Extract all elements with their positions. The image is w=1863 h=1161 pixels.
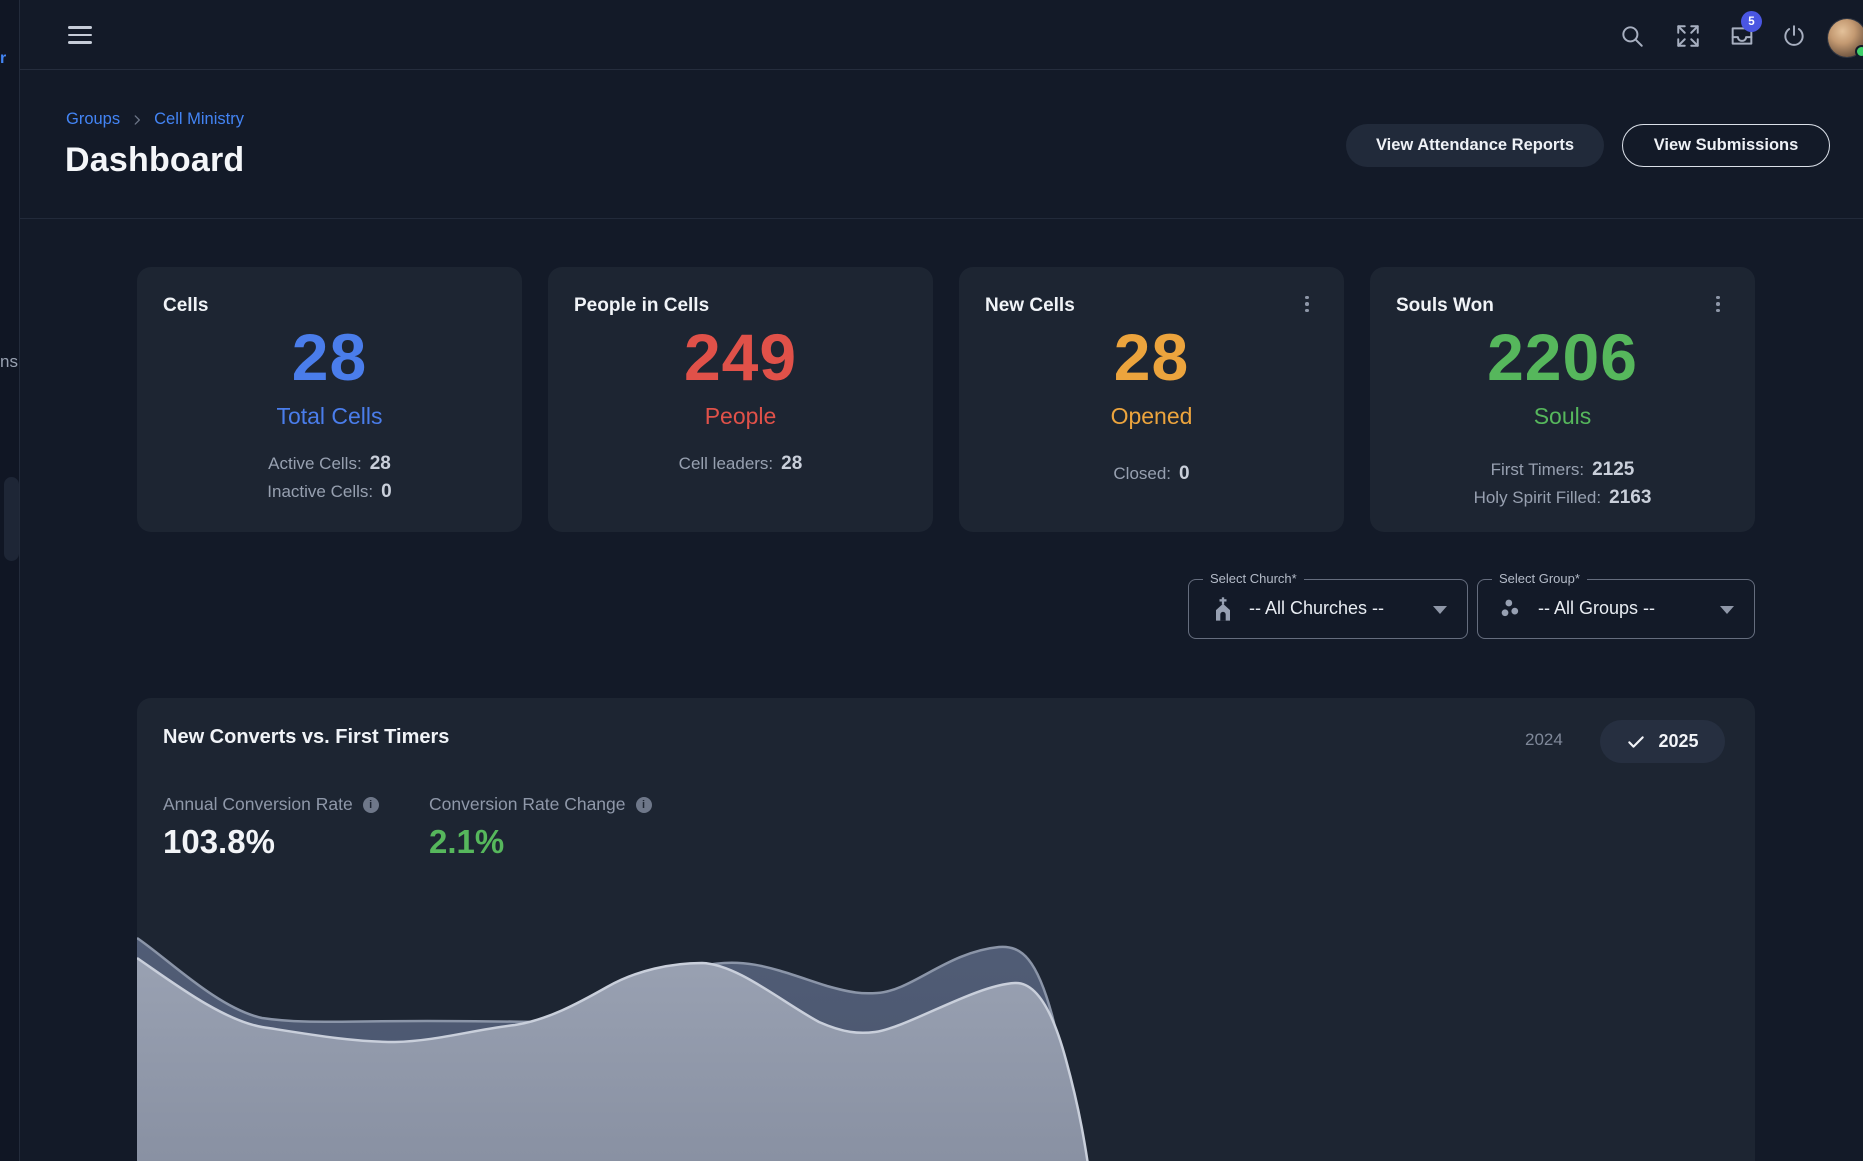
clipped-sidebar-text-fragment: ns bbox=[0, 352, 18, 371]
stat-label: Closed: bbox=[1113, 464, 1172, 483]
kebab-menu-icon[interactable] bbox=[1296, 291, 1318, 317]
metric-value: 103.8% bbox=[163, 823, 275, 860]
metric-annual-conversion-rate: Annual Conversion Rate i 103.8% bbox=[163, 794, 379, 861]
select-church-dropdown[interactable]: Select Church* -- All Churches -- bbox=[1188, 571, 1468, 639]
card-stats: First Timers: 2125 Holy Spirit Filled: 2… bbox=[1370, 459, 1755, 509]
search-icon[interactable] bbox=[1615, 19, 1649, 53]
stat-label: Inactive Cells: bbox=[267, 482, 374, 501]
group-dots-icon bbox=[1498, 596, 1526, 624]
card-stats: Active Cells: 28 Inactive Cells: 0 bbox=[137, 453, 522, 503]
view-attendance-reports-button[interactable]: View Attendance Reports bbox=[1346, 124, 1604, 167]
clipped-sidebar-link-fragment: r bbox=[0, 50, 7, 67]
chevron-down-icon bbox=[1720, 606, 1734, 614]
year-2025-toggle[interactable]: 2025 bbox=[1600, 720, 1725, 763]
breadcrumb-cell-ministry[interactable]: Cell Ministry bbox=[154, 110, 244, 128]
stat-card-cells: Cells 28 Total Cells Active Cells: 28 In… bbox=[137, 267, 522, 532]
card-title: Souls Won bbox=[1396, 295, 1494, 316]
card-stats: Closed: 0 bbox=[959, 463, 1344, 485]
breadcrumb-groups[interactable]: Groups bbox=[66, 110, 121, 128]
card-value: 28 bbox=[291, 320, 368, 394]
metric-label: Annual Conversion Rate bbox=[163, 794, 353, 814]
card-title: People in Cells bbox=[574, 295, 710, 316]
stat-line: Inactive Cells: 0 bbox=[137, 481, 522, 503]
card-title: Cells bbox=[163, 295, 209, 316]
chevron-right-icon bbox=[130, 113, 144, 127]
series-back-line bbox=[137, 936, 1080, 1161]
stat-line: First Timers: 2125 bbox=[1370, 459, 1755, 481]
fullscreen-icon[interactable] bbox=[1671, 19, 1705, 53]
select-group-value: -- All Groups -- bbox=[1538, 598, 1656, 618]
menu-toggle-button[interactable] bbox=[68, 20, 98, 50]
stat-label: Active Cells: bbox=[268, 454, 362, 473]
stat-value: 28 bbox=[369, 453, 391, 474]
card-value-label: Souls bbox=[1533, 403, 1592, 429]
top-bar: 5 bbox=[20, 0, 1863, 70]
card-value: 2206 bbox=[1487, 320, 1638, 394]
page-title: Dashboard bbox=[65, 141, 245, 179]
year-2025-label: 2025 bbox=[1658, 731, 1699, 751]
info-icon[interactable]: i bbox=[362, 796, 379, 813]
church-icon bbox=[1209, 595, 1237, 623]
kebab-menu-icon[interactable] bbox=[1707, 291, 1729, 317]
series-front-fill bbox=[137, 958, 1088, 1161]
card-value-label: People bbox=[704, 403, 777, 429]
card-value-label: Total Cells bbox=[276, 403, 383, 429]
stat-label: First Timers: bbox=[1490, 460, 1585, 479]
stat-value: 0 bbox=[1179, 463, 1190, 484]
stat-value: 2163 bbox=[1609, 487, 1652, 508]
metric-conversion-rate-change: Conversion Rate Change i 2.1% bbox=[429, 794, 652, 861]
metric-value: 2.1% bbox=[429, 823, 505, 860]
chevron-down-icon bbox=[1433, 606, 1447, 614]
card-title: New Cells bbox=[985, 295, 1075, 316]
area-chart[interactable] bbox=[137, 930, 1755, 1161]
stat-label: Cell leaders: bbox=[678, 454, 774, 473]
select-church-label: Select Church* bbox=[1203, 571, 1304, 586]
stat-line: Holy Spirit Filled: 2163 bbox=[1370, 487, 1755, 509]
stat-label: Holy Spirit Filled: bbox=[1473, 488, 1602, 507]
breadcrumb: Groups Cell Ministry bbox=[66, 110, 244, 129]
stat-line: Cell leaders: 28 bbox=[548, 453, 933, 475]
metric-label: Conversion Rate Change bbox=[429, 794, 626, 814]
online-status-dot bbox=[1855, 45, 1863, 58]
chart-title: New Converts vs. First Timers bbox=[163, 726, 450, 748]
inbox-badge: 5 bbox=[1741, 11, 1762, 32]
chart-card: New Converts vs. First Timers 2024 2025 … bbox=[137, 698, 1755, 1161]
stat-card-souls-won: Souls Won 2206 Souls First Timers: 2125 … bbox=[1370, 267, 1755, 532]
stat-card-people-in-cells: People in Cells 249 People Cell leaders:… bbox=[548, 267, 933, 532]
clipped-sidebar: r ns bbox=[0, 0, 20, 1161]
select-group-label: Select Group* bbox=[1492, 571, 1587, 586]
page-header: Groups Cell Ministry Dashboard View Atte… bbox=[20, 71, 1863, 219]
stat-card-new-cells: New Cells 28 Opened Closed: 0 bbox=[959, 267, 1344, 532]
card-value: 249 bbox=[683, 320, 798, 394]
user-avatar[interactable] bbox=[1828, 19, 1863, 58]
stat-value: 2125 bbox=[1592, 459, 1635, 480]
power-icon[interactable] bbox=[1777, 19, 1811, 53]
clipped-sidebar-active-item[interactable] bbox=[4, 477, 19, 561]
select-group-dropdown[interactable]: Select Group* -- All Groups -- bbox=[1477, 571, 1755, 639]
stat-value: 0 bbox=[381, 481, 392, 502]
card-value: 28 bbox=[1113, 320, 1190, 394]
card-value-label: Opened bbox=[1110, 403, 1193, 429]
select-church-value: -- All Churches -- bbox=[1249, 598, 1385, 618]
stat-line: Active Cells: 28 bbox=[137, 453, 522, 475]
series-front-line bbox=[137, 956, 1089, 1161]
info-icon[interactable]: i bbox=[635, 796, 652, 813]
view-submissions-button[interactable]: View Submissions bbox=[1622, 124, 1830, 167]
check-icon bbox=[1626, 732, 1646, 752]
year-2024-toggle[interactable]: 2024 bbox=[1525, 730, 1563, 749]
stat-value: 28 bbox=[781, 453, 803, 474]
stat-line: Closed: 0 bbox=[959, 463, 1344, 485]
card-stats: Cell leaders: 28 bbox=[548, 453, 933, 475]
